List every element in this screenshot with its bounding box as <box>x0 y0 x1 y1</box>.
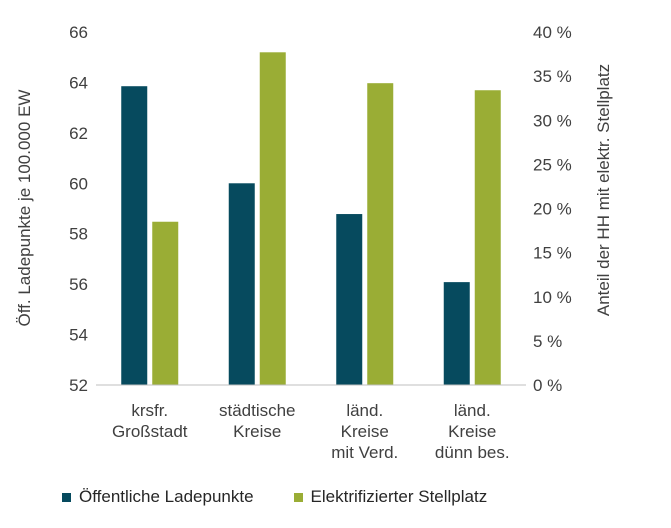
bar-ladepunkte-1 <box>228 183 255 385</box>
left-tick-label: 66 <box>69 23 88 42</box>
bars-group <box>121 52 501 386</box>
left-tick-label: 58 <box>69 225 88 244</box>
right-axis-ticks: 0 % 5 % 10 % 15 % 20 % 25 % 30 % 35 % 40 % <box>533 23 572 395</box>
category-label-2: länd. Kreise mit Verd. <box>331 401 398 462</box>
right-tick-label: 40 % <box>533 23 572 42</box>
category-label-3: länd. Kreise dünn bes. <box>435 401 510 462</box>
right-tick-label: 30 % <box>533 111 572 130</box>
legend-label-stellplatz: Elektrifizierter Stellplatz <box>310 487 488 506</box>
left-axis-ticks: 52 54 56 58 60 62 64 66 <box>69 23 88 395</box>
left-tick-label: 60 <box>69 174 88 193</box>
legend-item-stellplatz: Elektrifizierter Stellplatz <box>293 487 488 507</box>
right-tick-label: 35 % <box>533 67 572 86</box>
category-label-0: krsfr. Großstadt <box>112 401 188 441</box>
legend-swatch-ladepunkte <box>62 492 71 502</box>
category-label-1: städtische Kreise <box>219 401 296 441</box>
right-tick-label: 10 % <box>533 288 572 307</box>
left-axis-label: Öff. Ladepunkte je 100.000 EW <box>15 90 34 327</box>
legend: Öffentliche Ladepunkte Elektrifizierter … <box>62 487 487 507</box>
legend-label-ladepunkte: Öffentliche Ladepunkte <box>79 487 254 506</box>
bar-stellplatz-2 <box>367 83 394 385</box>
category-labels: krsfr. Großstadt städtische Kreise länd. Krei… <box>112 401 510 462</box>
left-tick-label: 62 <box>69 124 88 143</box>
bar-stellplatz-0 <box>152 221 179 385</box>
right-tick-label: 5 % <box>533 332 562 351</box>
right-tick-label: 15 % <box>533 244 572 263</box>
legend-swatch-stellplatz <box>293 492 303 502</box>
left-tick-label: 64 <box>69 73 88 92</box>
right-axis-label: Anteil der HH mit elektr. Stellplatz <box>594 64 613 316</box>
bar-ladepunkte-3 <box>443 282 470 385</box>
right-tick-label: 25 % <box>533 155 572 174</box>
legend-item-ladepunkte: Öffentliche Ladepunkte <box>62 487 254 507</box>
bar-ladepunkte-0 <box>121 86 148 385</box>
right-tick-label: 0 % <box>533 376 562 395</box>
right-tick-label: 20 % <box>533 200 572 219</box>
left-tick-label: 54 <box>69 326 88 345</box>
left-tick-label: 56 <box>69 275 88 294</box>
bar-ladepunkte-2 <box>336 214 363 385</box>
left-tick-label: 52 <box>69 376 88 395</box>
bar-stellplatz-1 <box>259 52 286 386</box>
bar-stellplatz-3 <box>474 90 501 386</box>
